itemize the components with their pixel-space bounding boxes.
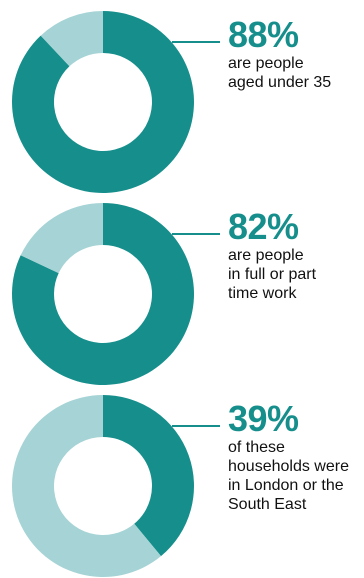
stat-description: of these households were in London or th… <box>228 439 349 513</box>
donut-chart-london-south-east <box>11 395 194 577</box>
donut-slice-remainder <box>40 11 103 67</box>
donut-chart-under-35 <box>11 11 194 193</box>
stat-description: are people in full or part time work <box>228 247 317 302</box>
connector-line <box>172 41 220 43</box>
stat-block-working: 82% are people in full or part time work <box>0 192 364 385</box>
stat-text: 88% are people aged under 35 <box>228 16 364 92</box>
donut-slice-highlight <box>11 203 194 385</box>
stat-description: are people aged under 35 <box>228 55 332 91</box>
stat-percentage: 39% <box>228 398 299 439</box>
stat-percentage: 82% <box>228 206 299 247</box>
donut-chart-working <box>11 203 194 385</box>
donut-slice-highlight <box>11 11 194 193</box>
donut-slice-remainder <box>11 395 162 577</box>
stat-block-under-35: 88% are people aged under 35 <box>0 0 364 193</box>
donut-slice-highlight <box>103 395 194 557</box>
connector-line <box>172 233 220 235</box>
connector-line <box>172 425 220 427</box>
stat-text: 39% of these households were in London o… <box>228 400 364 514</box>
stat-text: 82% are people in full or part time work <box>228 208 364 303</box>
stat-percentage: 88% <box>228 14 299 55</box>
stat-block-london-south-east: 39% of these households were in London o… <box>0 384 364 577</box>
donut-slice-remainder <box>20 203 104 274</box>
